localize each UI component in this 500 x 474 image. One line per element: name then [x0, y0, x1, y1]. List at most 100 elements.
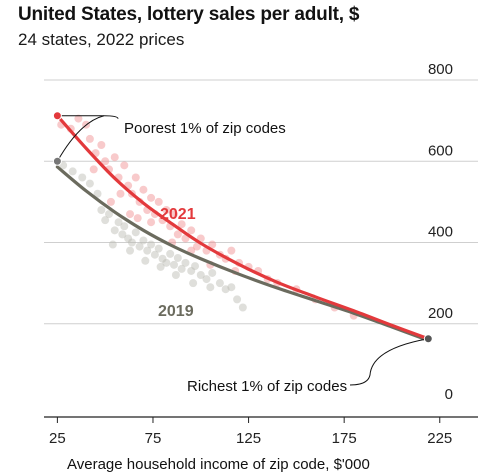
scatter-point-2021-2 [74, 114, 83, 123]
fit-line-2021 [55, 114, 430, 341]
scatter-point-2019-34 [221, 285, 230, 294]
scatter-point-2019-2 [78, 173, 87, 182]
scatter-point-2019-32 [208, 268, 217, 277]
y-tick-labels: 0 200 400 600 800 [428, 61, 453, 403]
richest-leader [349, 338, 429, 386]
scatter-point-2019-5 [97, 206, 106, 214]
scatter-point-2021-7 [101, 157, 110, 166]
y-tick-label-0: 0 [445, 386, 453, 403]
scatter-point-2021-25 [173, 230, 182, 239]
scatter-point-2019-14 [131, 228, 140, 237]
poorest-point-2019 [52, 156, 62, 166]
scatter-point-2019-4 [93, 189, 102, 198]
y-tick-label-800: 800 [428, 61, 453, 78]
x-tick-label-25: 25 [49, 430, 66, 447]
annotations: Poorest 1% of zip codes Richest 1% of zi… [52, 111, 433, 395]
scatter-point-2021-16 [139, 185, 148, 194]
x-tick-label-175: 175 [332, 430, 357, 447]
richest-point [423, 334, 433, 344]
scatter-point-2021-20 [154, 197, 163, 206]
scatter-points [57, 114, 358, 320]
scatter-point-2019-22 [162, 258, 171, 267]
scatter-point-2021-26 [177, 220, 186, 229]
fit-line-2019 [55, 165, 430, 343]
scatter-point-2021-18 [147, 193, 156, 202]
scatter-point-2019-25 [173, 253, 182, 262]
y-tick-label-600: 600 [428, 142, 453, 159]
scatter-point-2019-44 [206, 283, 215, 292]
richest-annotation-label: Richest 1% of zip codes [187, 378, 347, 395]
scatter-point-2021-35 [227, 246, 236, 255]
scatter-point-2019-16 [139, 236, 148, 245]
y-tick-label-400: 400 [428, 224, 453, 241]
scatter-point-2021-54 [133, 214, 142, 223]
fit-lines [55, 114, 430, 343]
scatter-point-2019-7 [105, 210, 114, 219]
scatter-point-2019-27 [181, 258, 190, 267]
scatter-point-2021-9 [110, 153, 119, 162]
scatter-point-2019-41 [156, 262, 165, 271]
scatter-point-2019-33 [215, 279, 224, 288]
scatter-point-2021-28 [187, 226, 196, 235]
scatter-point-2019-21 [158, 254, 167, 263]
scatter-point-2019-30 [196, 271, 205, 279]
scatter-point-2019-39 [126, 246, 135, 255]
x-axis-label: Average household income of zip code, $'… [67, 456, 370, 473]
scatter-point-2019-18 [147, 240, 156, 249]
scatter-point-2019-3 [85, 179, 94, 188]
scatter-point-2021-29 [192, 242, 201, 251]
scatter-point-2021-4 [85, 134, 94, 143]
poorest-leader-2021 [57, 115, 119, 119]
scatter-point-2019-35 [227, 283, 236, 292]
scatter-point-2019-37 [238, 303, 247, 312]
scatter-point-2019-38 [108, 240, 117, 249]
scatter-point-2019-10 [118, 230, 127, 239]
chart-subtitle: 24 states, 2022 prices [18, 30, 185, 49]
scatter-point-2019-1 [68, 167, 77, 176]
scatter-point-2019-6 [101, 216, 110, 225]
x-axis: 25 75 125 175 225 [44, 416, 478, 447]
scatter-point-2021-32 [208, 240, 217, 249]
scatter-point-2019-28 [187, 266, 196, 275]
x-tick-label-75: 75 [145, 430, 162, 447]
scatter-point-2021-45 [116, 189, 125, 198]
scatter-point-2019-19 [150, 250, 159, 259]
scatter-point-2019-9 [114, 218, 123, 227]
scatter-point-2019-13 [127, 238, 136, 247]
poorest-annotation-label: Poorest 1% of zip codes [124, 120, 286, 137]
scatter-point-2019-43 [189, 279, 198, 288]
scatter-point-2021-11 [120, 161, 129, 170]
scatter-point-2019-20 [154, 244, 163, 253]
x-tick-label-225: 225 [427, 430, 452, 447]
scatter-point-2019-15 [135, 242, 144, 251]
scatter-point-2019-8 [110, 226, 119, 235]
scatter-point-2019-42 [171, 271, 180, 279]
scatter-point-2021-46 [126, 210, 135, 219]
x-tick-label-125: 125 [236, 430, 261, 447]
chart-title: United States, lottery sales per adult, … [18, 4, 360, 25]
scatter-point-2021-24 [170, 210, 179, 219]
y-tick-label-200: 200 [428, 305, 453, 322]
scatter-point-2019-40 [141, 256, 150, 265]
scatter-point-2021-6 [97, 141, 106, 149]
scatter-point-2021-14 [131, 173, 140, 182]
scatter-point-2019-29 [191, 262, 200, 271]
poorest-point-2021 [52, 111, 62, 121]
scatter-point-2019-17 [143, 246, 152, 255]
scatter-point-2019-26 [177, 264, 186, 273]
scatter-point-2019-11 [120, 222, 129, 231]
gridlines [44, 79, 478, 325]
scatter-point-2021-22 [162, 206, 171, 214]
scatter-point-2019-36 [233, 295, 242, 304]
scatter-point-2021-47 [147, 218, 156, 227]
series-label-2021: 2021 [160, 206, 196, 223]
scatter-point-2021-53 [106, 197, 115, 206]
series-label-2019: 2019 [158, 303, 194, 320]
scatter-point-2019-12 [124, 234, 133, 243]
poorest-leader-2019 [56, 115, 105, 162]
scatter-point-2019-23 [166, 249, 175, 258]
scatter-point-2019-31 [202, 275, 211, 284]
scatter-point-2021-52 [89, 165, 98, 174]
